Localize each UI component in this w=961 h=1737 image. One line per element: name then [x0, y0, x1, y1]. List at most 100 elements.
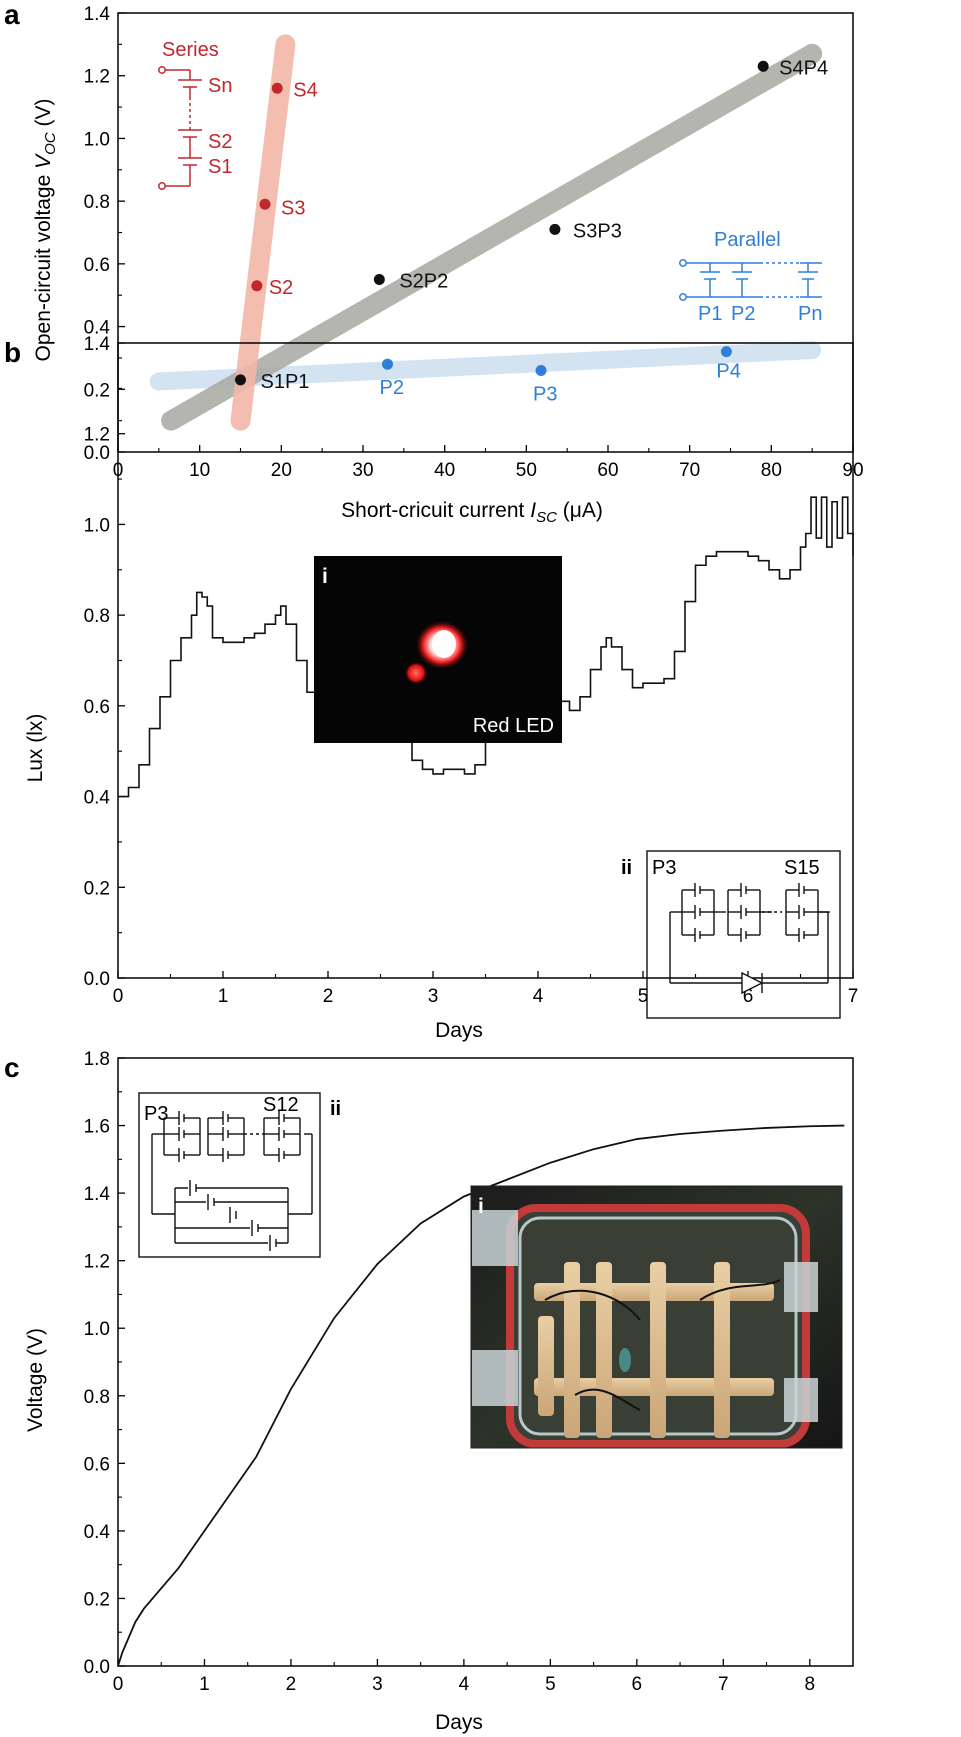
panel-label-a: a	[4, 0, 20, 30]
x-axis-title: Short-cricuit current ISC (μA)	[341, 499, 603, 526]
series-circuit-inset	[158, 66, 202, 190]
y-tick-label: 1.4	[84, 4, 111, 25]
point-label: S2P2	[399, 271, 448, 293]
y-tick-label: 0.8	[84, 606, 110, 627]
circuit-label-left: P3	[144, 1103, 168, 1125]
x-tick-label: 2	[323, 986, 334, 1007]
x-tick-label: 7	[848, 986, 859, 1007]
led-core	[432, 630, 456, 658]
point-label: S1P1	[261, 371, 310, 393]
trend-band	[161, 43, 823, 431]
band-group	[149, 34, 823, 431]
data-point	[757, 60, 769, 72]
y-tick-label: 0.4	[84, 1522, 111, 1543]
y-tick-label: 0.2	[84, 1589, 110, 1610]
y-tick-label: 0.8	[84, 192, 110, 213]
y-tick-label: 1.2	[84, 425, 110, 446]
y-tick-label: 1.2	[84, 1252, 110, 1273]
data-point	[382, 358, 393, 370]
point-label: S3P3	[573, 220, 622, 242]
wood-frame	[534, 1262, 774, 1438]
x-tick-label: 3	[372, 1674, 383, 1695]
device-photo-inset: i	[470, 1185, 843, 1449]
y-tick-label: 0.2	[84, 380, 110, 401]
x-tick-label: 70	[679, 460, 700, 481]
x-tick-label: 3	[428, 986, 439, 1007]
point-label: S4P4	[779, 57, 828, 79]
led-photo-inset: i Red LED	[314, 556, 562, 743]
y-tick-label: 0.0	[84, 969, 110, 990]
y-tick-label: 1.0	[84, 515, 110, 536]
x-tick-label: 6	[632, 1674, 643, 1695]
voltage-line	[117, 1124, 845, 1667]
parallel-inset-label: P1	[698, 303, 722, 325]
inset-index: i	[322, 565, 328, 588]
x-tick-label: 1	[218, 986, 229, 1007]
data-point	[271, 82, 283, 94]
series-inset-title: Series	[162, 39, 219, 61]
y-tick-label: 1.4	[84, 1184, 111, 1205]
y-tick-label: 0.6	[84, 697, 110, 718]
data-point	[251, 280, 263, 292]
axis-ticks: 0 10 20 30 40 50 60 70 80 900.00.20.40.60.81.01.2…	[84, 4, 864, 481]
data-point	[549, 223, 561, 235]
point-label: P2	[380, 377, 404, 399]
y-tick-label: 0.2	[84, 878, 110, 899]
inset-index: ii	[621, 857, 632, 879]
y-tick-label: 1.2	[84, 67, 110, 88]
y-tick-label: 1.4	[84, 334, 111, 355]
data-points: S2 S3 S4 S1P1 S2P2 S3P3 S4P4 P2 P3 P4	[235, 57, 828, 405]
x-tick-label: 0	[113, 986, 124, 1007]
x-axis-title: Days	[435, 1711, 483, 1734]
point-label: P4	[716, 361, 740, 383]
x-tick-label: 1	[199, 1674, 210, 1695]
y-axis-title: Lux (lx)	[24, 714, 47, 783]
panel-label-c: c	[4, 1052, 20, 1083]
parallel-inset-label: P2	[731, 303, 755, 325]
y-tick-label: 0.0	[84, 443, 110, 464]
y-tick-label: 0.4	[84, 788, 111, 809]
point-label: S2	[269, 277, 293, 299]
x-tick-label: 50	[516, 460, 537, 481]
y-tick-label: 1.6	[84, 1117, 110, 1138]
data-point	[720, 346, 732, 358]
circuit-inset-c	[138, 1092, 321, 1258]
x-tick-label: 30	[352, 460, 373, 481]
y-tick-label: 0.6	[84, 255, 110, 276]
point-label: S4	[293, 79, 317, 101]
panel-b: b 0 1 2 3 4 5 6 7 0.0 0.2 0.4 0.6 0.8 1.0 1.2 1.4 i Red…	[4, 334, 858, 1042]
x-tick-label: 6	[743, 986, 754, 1007]
x-tick-label: 40	[434, 460, 455, 481]
y-tick-label: 0.0	[84, 1657, 110, 1678]
x-tick-label: 10	[189, 460, 210, 481]
x-tick-label: 4	[533, 986, 544, 1007]
y-tick-label: 1.0	[84, 129, 110, 150]
data-point	[535, 364, 547, 376]
led-glow-small	[405, 662, 427, 684]
y-axis-title: Voltage (V)	[24, 1328, 47, 1432]
data-point	[259, 198, 271, 210]
led-caption: Red LED	[473, 715, 554, 737]
trend-band	[230, 34, 296, 431]
x-tick-label: 8	[804, 1674, 815, 1695]
y-axis-title: Open-circuit voltage VOC (V)	[32, 99, 59, 362]
series-inset-label: Sn	[208, 75, 232, 97]
axis-ticks: 0 1 2 3 4 5 6 7 0.0 0.2 0.4 0.6 0.8 1.0 1.2 1.4	[84, 334, 859, 1007]
panel-label-b: b	[4, 337, 21, 368]
x-tick-label: 60	[597, 460, 618, 481]
y-tick-label: 1.0	[84, 1319, 110, 1340]
panel-c: c 0 1 2 3 4 5 6 7 8 0.0 0.2 0.4 0.6 0.8 1.0 1.2 1.4 1.6 1.…	[4, 1049, 854, 1734]
circuit-label-left: P3	[652, 857, 676, 879]
circuit-inset-b	[646, 850, 841, 1019]
point-label: P3	[533, 383, 557, 405]
x-tick-label: 20	[271, 460, 292, 481]
data-point	[373, 274, 385, 286]
circuit-label-right: S15	[784, 857, 820, 879]
x-tick-label: 7	[718, 1674, 729, 1695]
x-tick-label: 5	[638, 986, 649, 1007]
series-inset-label: S1	[208, 156, 232, 178]
x-tick-label: 2	[286, 1674, 297, 1695]
parallel-inset-title: Parallel	[714, 229, 781, 251]
circuit-label-right: S12	[263, 1094, 299, 1116]
